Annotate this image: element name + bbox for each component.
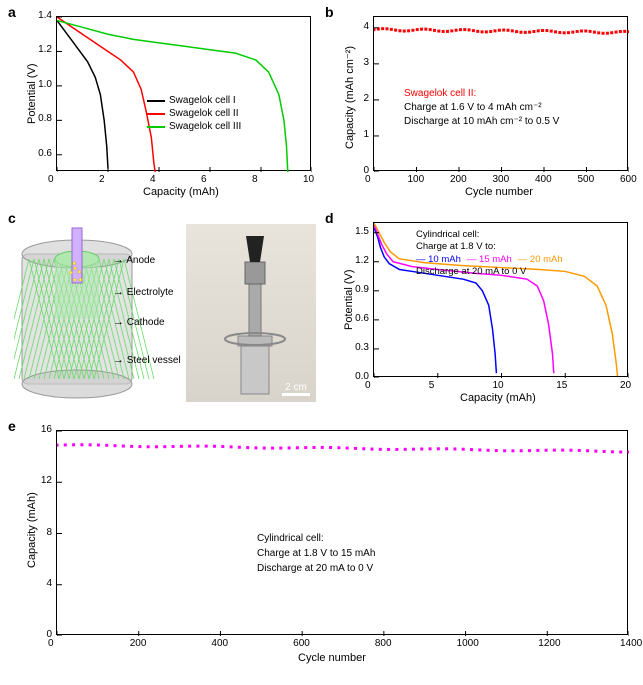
annotation-e-line1: Cylindrical cell: xyxy=(257,531,375,546)
legend-a-item-3: Swagelok cell III xyxy=(147,121,241,132)
scale-bar: 2 cm xyxy=(282,382,310,396)
annotation-d-s1: — 10 mAh xyxy=(416,254,461,266)
annotation-b-line3: Discharge at 10 mAh cm⁻² to 0.5 V xyxy=(404,115,559,129)
legend-a-text-1: Swagelok cell I xyxy=(169,95,236,106)
legend-a-line-2 xyxy=(147,113,165,115)
annotation-d-title: Cylindrical cell: xyxy=(416,229,563,241)
annotation-d-charge: Charge at 1.8 V to: xyxy=(416,241,563,253)
photo-c-svg xyxy=(186,224,316,402)
label-cathode: → Cathode xyxy=(113,316,165,328)
annotation-b-line1: Swagelok cell II: xyxy=(404,87,559,101)
photo-c: 2 cm xyxy=(186,224,316,402)
label-vessel: → Steel vessel xyxy=(113,354,181,366)
panel-e-label: e xyxy=(8,418,16,434)
annotation-d-s3: — 20 mAh xyxy=(518,254,563,266)
panel-c: c → Anode → Electrolyte → Cathode → Stee… xyxy=(8,210,318,410)
annotation-d-discharge: Discharge at 20 mA to 0 V xyxy=(416,266,563,278)
label-electrolyte: → Electrolyte xyxy=(113,286,173,298)
xlabel-a: Capacity (mAh) xyxy=(143,186,219,198)
annotation-b-line2: Charge at 1.6 V to 4 mAh cm⁻² xyxy=(404,101,559,115)
annotation-e-line2: Charge at 1.8 V to 15 mAh xyxy=(257,546,375,561)
legend-a: Swagelok cell I Swagelok cell II Swagelo… xyxy=(147,95,241,134)
annotation-e-line3: Discharge at 20 mA to 0 V xyxy=(257,561,375,576)
panel-b-label: b xyxy=(325,4,334,20)
chart-b: Swagelok cell II: Charge at 1.6 V to 4 m… xyxy=(373,16,628,171)
xlabel-e: Cycle number xyxy=(298,652,366,664)
panel-a: a Swagelok cell I Swagelok cell II Swage… xyxy=(8,4,318,204)
annotation-b: Swagelok cell II: Charge at 1.6 V to 4 m… xyxy=(404,87,559,129)
chart-a: Swagelok cell I Swagelok cell II Swagelo… xyxy=(56,16,311,171)
legend-a-item-2: Swagelok cell II xyxy=(147,108,241,119)
legend-a-text-2: Swagelok cell II xyxy=(169,108,238,119)
panel-a-label: a xyxy=(8,4,16,20)
label-anode: → Anode xyxy=(113,254,155,266)
annotation-d: Cylindrical cell: Charge at 1.8 V to: — … xyxy=(416,229,563,278)
panel-b: b Swagelok cell II: Charge at 1.6 V to 4… xyxy=(325,4,635,204)
annotation-d-s2: — 15 mAh xyxy=(467,254,512,266)
xlabel-d: Capacity (mAh) xyxy=(460,392,536,404)
xlabel-b: Cycle number xyxy=(465,186,533,198)
panel-e: e Cylindrical cell: Charge at 1.8 V to 1… xyxy=(8,418,635,673)
annotation-e: Cylindrical cell: Charge at 1.8 V to 15 … xyxy=(257,531,375,576)
legend-a-line-1 xyxy=(147,100,165,102)
panel-d-label: d xyxy=(325,210,334,226)
legend-a-line-3 xyxy=(147,126,165,128)
chart-e: Cylindrical cell: Charge at 1.8 V to 15 … xyxy=(56,430,628,635)
diagram-c xyxy=(14,224,159,404)
legend-a-text-3: Swagelok cell III xyxy=(169,121,241,132)
panel-d: d Cylindrical cell: Charge at 1.8 V to: … xyxy=(325,210,635,410)
chart-d: Cylindrical cell: Charge at 1.8 V to: — … xyxy=(373,222,628,377)
legend-a-item-1: Swagelok cell I xyxy=(147,95,241,106)
